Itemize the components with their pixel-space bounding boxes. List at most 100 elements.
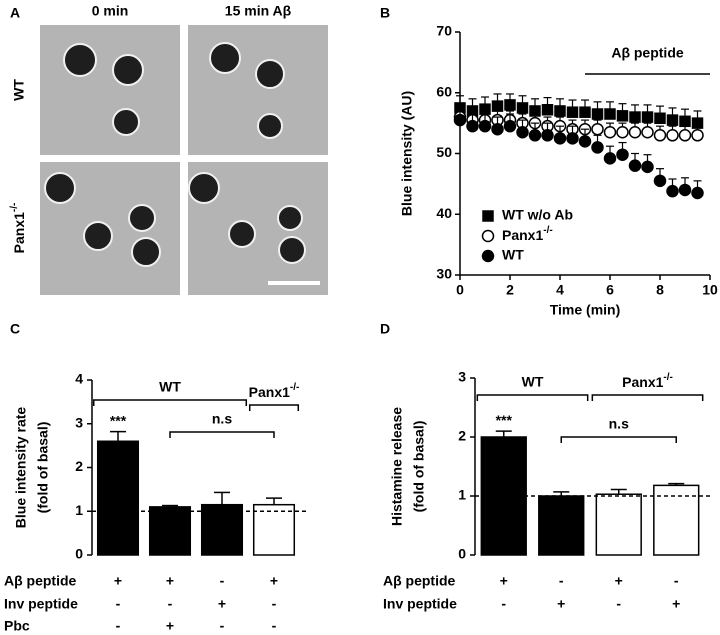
marker [591, 122, 604, 136]
x-tick-label: 0 [456, 282, 464, 298]
x-tick-label: 2 [506, 282, 514, 298]
marker [616, 110, 629, 122]
condition-sign: + [114, 573, 122, 589]
marker [566, 132, 579, 145]
condition-sign: - [116, 596, 121, 612]
bracket-label: Panx1-/- [249, 382, 300, 400]
y-axis-label: (fold of basal) [411, 421, 427, 513]
x-tick-label: 8 [656, 282, 664, 298]
condition-sign: - [272, 618, 277, 634]
marker [678, 183, 692, 197]
annotation: Aβ peptide [611, 45, 684, 61]
bracket [92, 399, 248, 406]
marker [616, 148, 629, 161]
y-tick-label: 2 [458, 428, 466, 444]
y-tick-label: 1 [458, 487, 466, 503]
row-label: Panx1-/- [9, 203, 27, 254]
significance: *** [110, 412, 127, 428]
cell [278, 236, 306, 264]
marker [528, 129, 542, 142]
bar [200, 503, 244, 556]
marker [641, 160, 654, 174]
bracket-label: n.s [609, 416, 629, 432]
panel-label: D [380, 321, 390, 337]
bracket-label: Panx1-/- [622, 372, 673, 390]
cell [188, 172, 220, 204]
bar [148, 506, 192, 556]
marker [654, 112, 666, 125]
y-tick-label: 40 [436, 205, 452, 221]
condition-sign: - [220, 618, 225, 634]
marker [679, 115, 691, 128]
y-tick-label: 3 [75, 414, 83, 430]
marker [666, 129, 679, 142]
bracket-label: n.s [212, 411, 232, 427]
marker [466, 119, 479, 133]
bracket [169, 431, 275, 438]
marker [578, 135, 592, 148]
marker [516, 125, 529, 139]
legend-label: Panx1-/- [502, 225, 553, 243]
condition-sign: - [272, 596, 277, 612]
cell [44, 172, 76, 204]
column-label: 15 min Aβ [225, 3, 292, 19]
condition-sign: - [616, 596, 621, 612]
marker [566, 106, 579, 118]
marker [516, 102, 529, 114]
condition-sign: + [672, 596, 680, 612]
x-tick-label: 10 [702, 282, 718, 298]
marker [678, 129, 692, 142]
image [40, 25, 180, 155]
marker [616, 125, 629, 139]
marker [666, 114, 679, 126]
cell [83, 221, 113, 251]
bar [252, 503, 296, 556]
legend-marker [482, 210, 494, 222]
legend-label: WT w/o Ab [502, 207, 573, 223]
y-tick-label: 30 [436, 266, 452, 282]
bracket-label: WT [522, 374, 544, 390]
marker [629, 111, 641, 123]
condition-sign: - [116, 618, 121, 634]
panel-label: B [380, 5, 390, 21]
marker [541, 104, 554, 116]
marker [603, 125, 617, 139]
cell [112, 54, 144, 86]
condition-sign: - [559, 573, 564, 589]
marker [554, 105, 566, 117]
condition-sign: + [615, 573, 623, 589]
marker [628, 125, 642, 139]
bar [653, 484, 700, 556]
cell [228, 220, 256, 248]
marker [603, 152, 617, 165]
marker [553, 132, 567, 145]
bracket [248, 404, 300, 411]
y-tick-label: 4 [75, 371, 83, 387]
marker [491, 122, 504, 136]
bar [595, 493, 642, 556]
marker [541, 129, 554, 142]
marker [653, 129, 667, 142]
marker [491, 100, 504, 112]
legend-label: WT [502, 247, 524, 263]
cell [209, 42, 241, 74]
x-tick-label: 4 [556, 282, 564, 298]
condition-label: Inv peptide [383, 596, 457, 612]
image [188, 25, 328, 155]
bracket [591, 394, 704, 401]
marker [641, 111, 654, 123]
condition-sign: - [220, 573, 225, 589]
condition-sign: + [557, 596, 565, 612]
marker [591, 108, 604, 120]
condition-sign: + [500, 573, 508, 589]
bar [96, 440, 140, 556]
y-tick-label: 2 [75, 458, 83, 474]
y-tick-label: 3 [458, 369, 466, 385]
marker [478, 119, 492, 133]
condition-sign: + [218, 596, 226, 612]
cell [255, 59, 285, 89]
marker [641, 125, 654, 139]
bracket [476, 394, 589, 401]
condition-sign: + [270, 573, 278, 589]
